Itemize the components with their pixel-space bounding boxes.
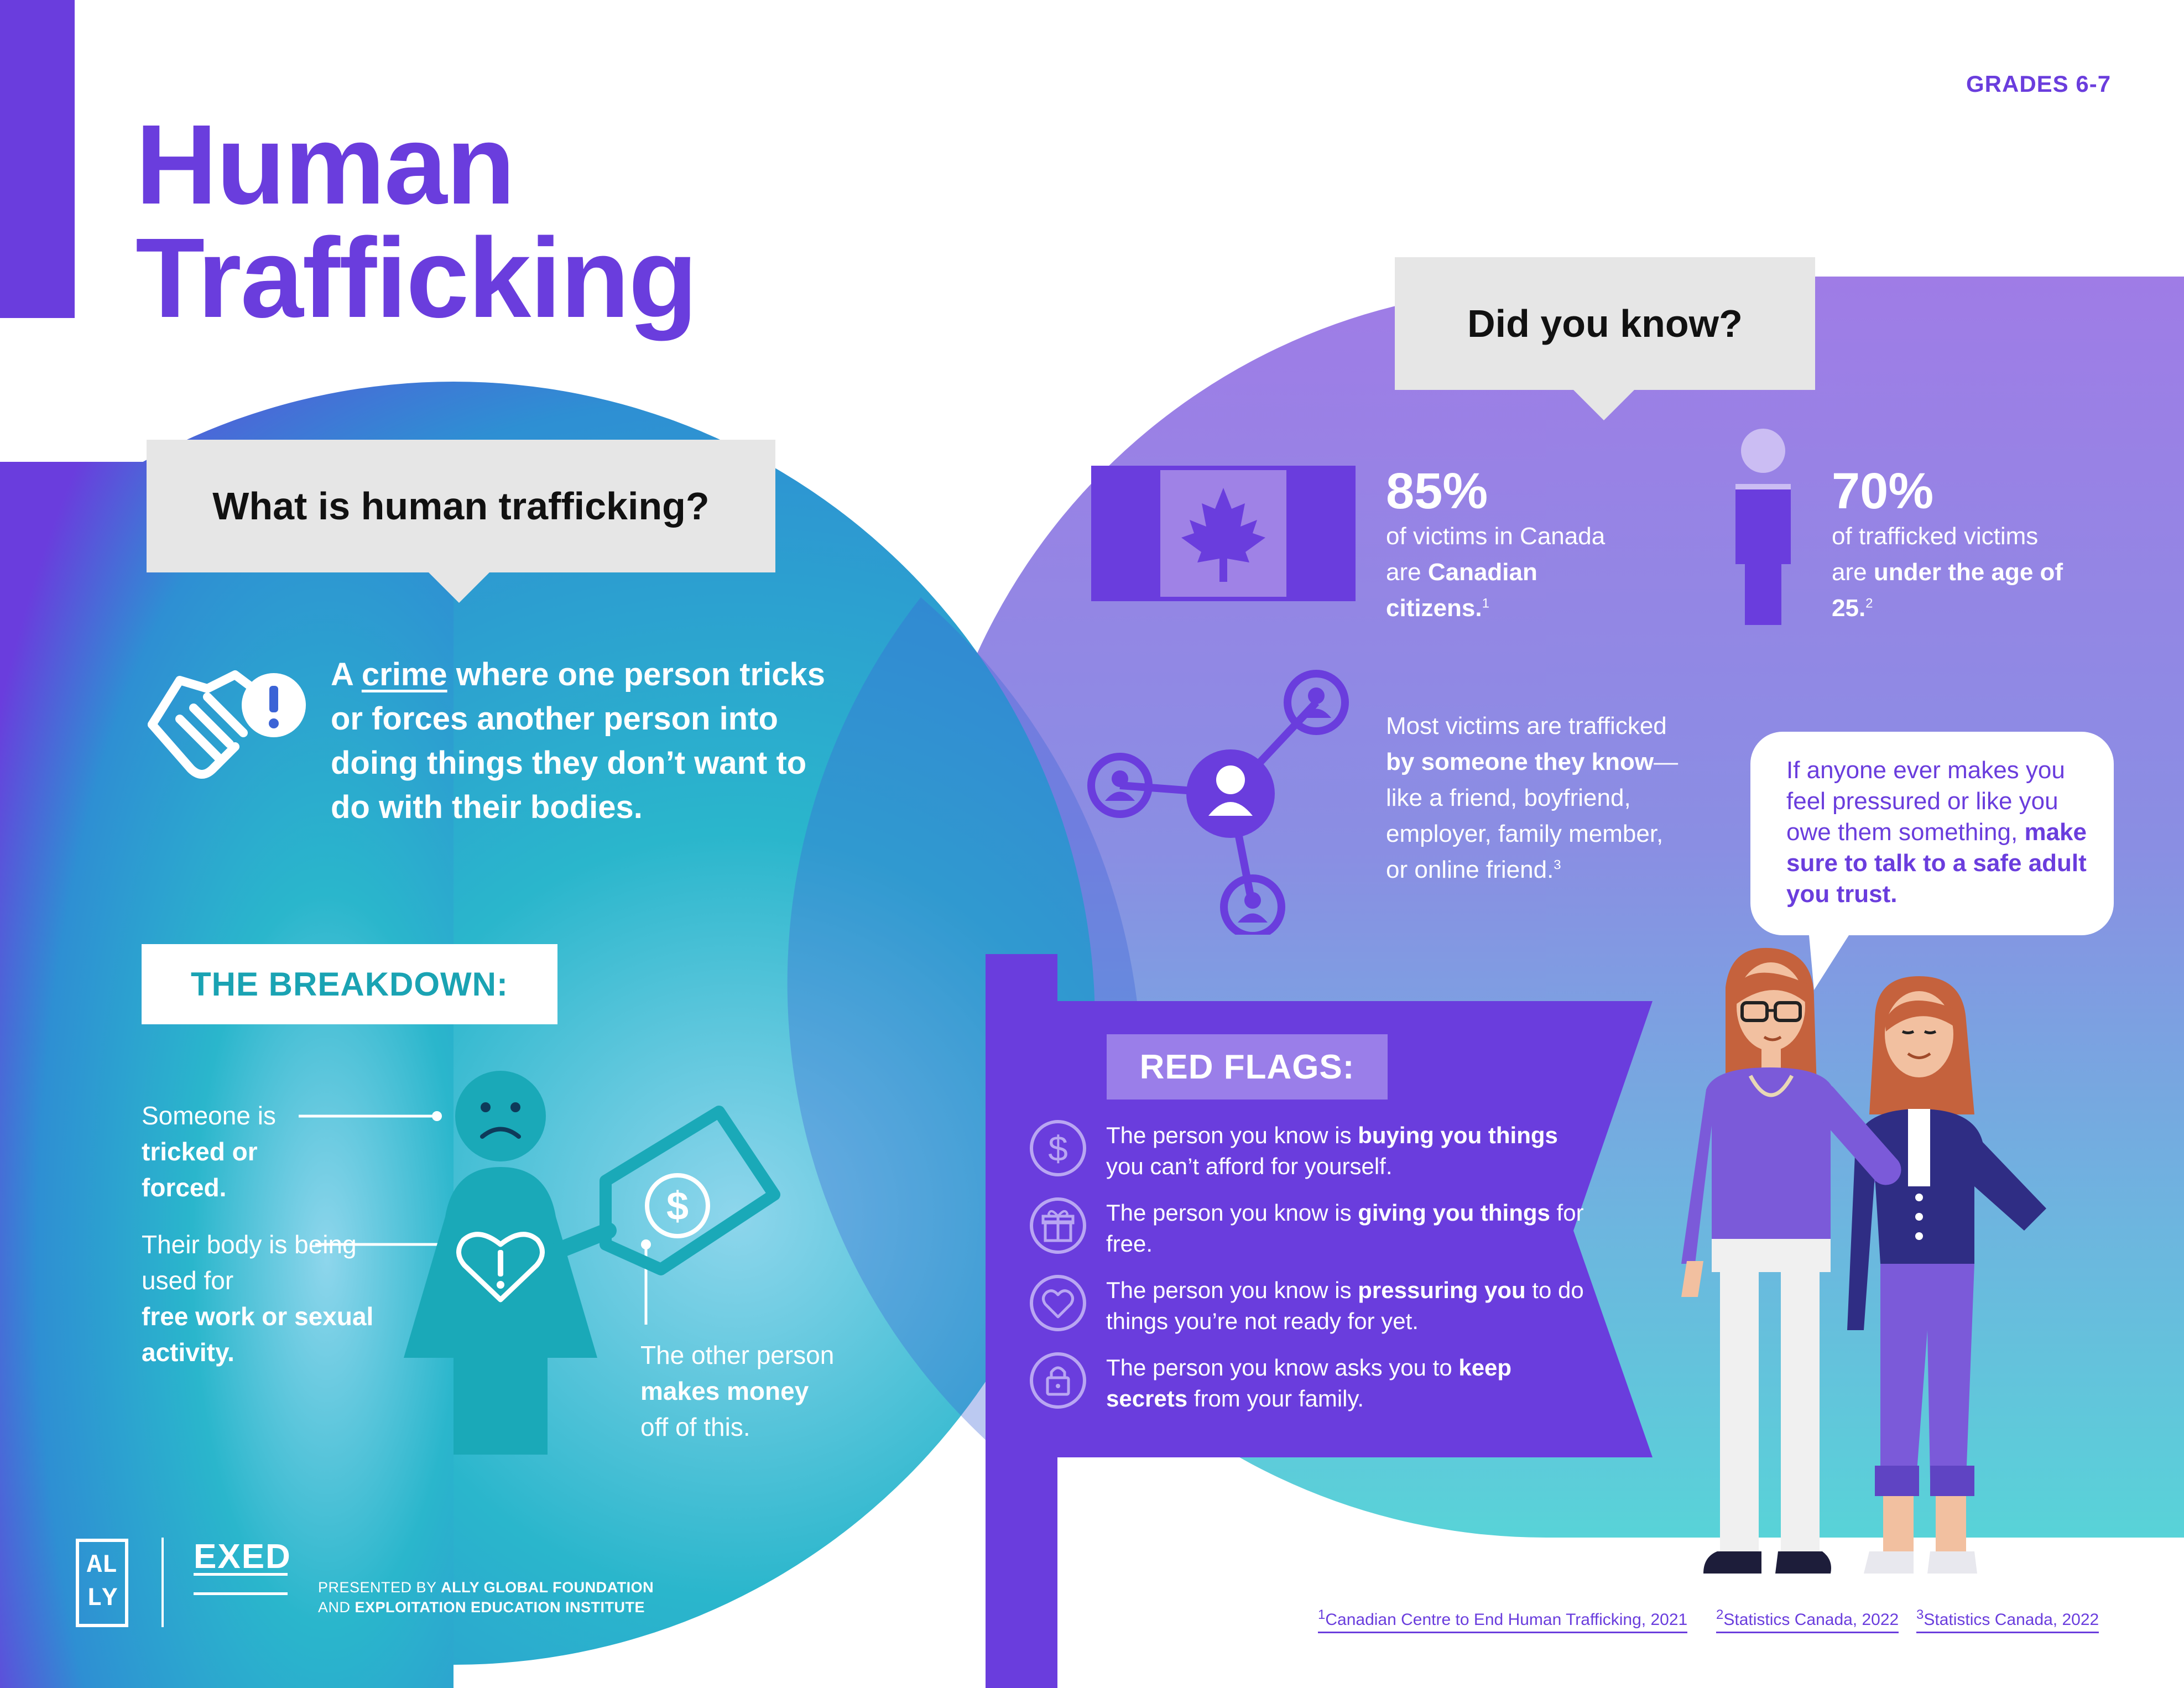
dollar-icon: $ bbox=[1030, 1120, 1086, 1176]
what-is-box-tail bbox=[429, 572, 489, 603]
handshake-alert-icon bbox=[148, 670, 306, 779]
page-title: Human Trafficking bbox=[135, 101, 698, 341]
adult-and-teen-illustration bbox=[1681, 947, 2046, 1574]
exed-logo: EXED bbox=[194, 1540, 290, 1622]
did-you-know-box-tail bbox=[1573, 390, 1634, 420]
stat-70-text: of trafficked victims are under the age … bbox=[1832, 523, 2063, 622]
source-1[interactable]: 1Canadian Centre to End Human Traffickin… bbox=[1318, 1608, 1688, 1633]
what-is-box: What is human trafficking? bbox=[147, 440, 775, 572]
red-flag-item-2: The person you know is giving you things… bbox=[1106, 1200, 1584, 1257]
crime-underlined: crime bbox=[361, 657, 447, 692]
did-you-know-box: Did you know? bbox=[1395, 257, 1815, 390]
svg-text:$: $ bbox=[666, 1184, 689, 1228]
victim-figure-illustration: $ bbox=[299, 1071, 780, 1455]
stat-85-text: of victims in Canada are Canadian citize… bbox=[1386, 523, 1606, 622]
definition-text: A crime where one person tricks or force… bbox=[331, 657, 825, 825]
breakdown-label-money: The other person makes money off of this… bbox=[640, 1341, 835, 1441]
grade-level-label: GRADES 6-7 bbox=[1966, 71, 2112, 97]
breakdown-label-tricked: Someone is tricked or forced. bbox=[142, 1101, 276, 1202]
red-flag-item-3: The person you know is pressuring you to… bbox=[1106, 1277, 1584, 1334]
gift-icon bbox=[1030, 1197, 1086, 1254]
lock-icon bbox=[1030, 1352, 1086, 1409]
canada-flag-icon bbox=[1091, 466, 1356, 601]
red-flag-item-1: The person you know is buying you things… bbox=[1106, 1122, 1558, 1179]
breakdown-label-body: Their body is being used for free work o… bbox=[142, 1230, 374, 1367]
red-flag-item-4: The person you know asks you to keep sec… bbox=[1106, 1354, 1512, 1411]
person-icon bbox=[1735, 429, 1791, 625]
advice-speech-bubble bbox=[1750, 732, 2114, 935]
footer-divider bbox=[161, 1538, 164, 1627]
stat-85-percent: 85% bbox=[1386, 463, 1488, 519]
heart-icon bbox=[1030, 1275, 1086, 1331]
what-is-question: What is human trafficking? bbox=[212, 484, 710, 528]
presented-by-text: PRESENTED BY ALLY GLOBAL FOUNDATION AND … bbox=[318, 1579, 654, 1616]
stat-someone-they-know-text: Most victims are trafficked by someone t… bbox=[1386, 712, 1679, 883]
source-2[interactable]: 2Statistics Canada, 2022 bbox=[1716, 1608, 1899, 1633]
breakdown-heading: THE BREAKDOWN: bbox=[142, 944, 557, 1024]
source-3[interactable]: 3Statistics Canada, 2022 bbox=[1916, 1608, 2099, 1633]
ally-logo: ALLY bbox=[76, 1539, 128, 1627]
svg-text:$: $ bbox=[1048, 1129, 1068, 1169]
did-you-know-question: Did you know? bbox=[1467, 302, 1743, 345]
network-people-icon bbox=[1087, 670, 1349, 935]
red-flags-heading: RED FLAGS: bbox=[1107, 1034, 1388, 1100]
advice-text: If anyone ever makes you feel pressured … bbox=[1786, 757, 2087, 908]
title-line-1: Human bbox=[135, 101, 515, 228]
stat-70-percent: 70% bbox=[1832, 463, 1934, 519]
title-line-2: Trafficking bbox=[135, 215, 698, 341]
